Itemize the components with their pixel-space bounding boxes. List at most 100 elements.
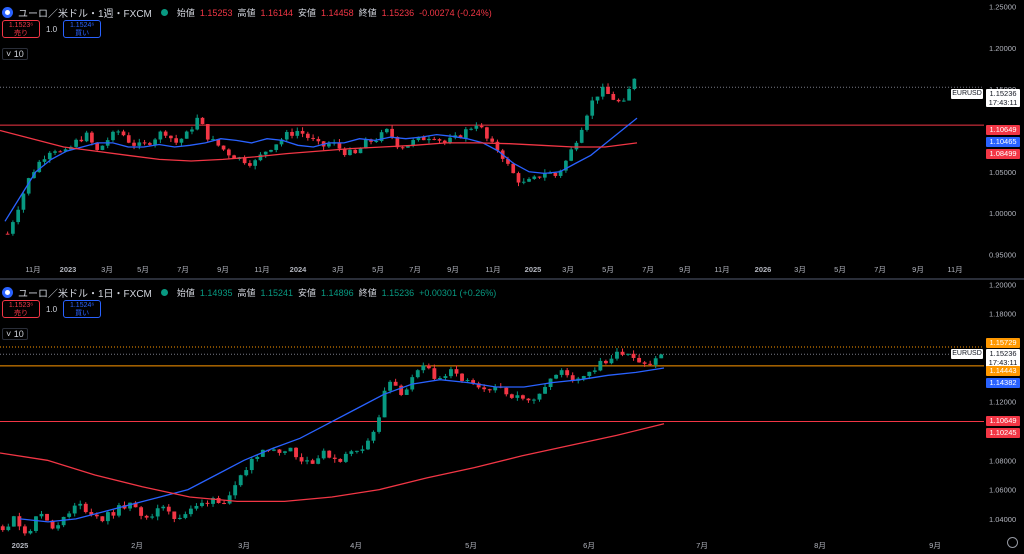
pane-divider[interactable] <box>0 278 1024 280</box>
candle-body <box>615 351 619 359</box>
current-price: 1.15236 <box>989 89 1017 98</box>
x-tick-label: 2024 <box>290 265 308 274</box>
candle-body <box>382 390 387 418</box>
daily-legend: ユーロ／米ドル・1日・FXCM 始値 1.14935 高値 1.15241 安値 1.… <box>2 285 496 300</box>
candle-body <box>520 395 525 399</box>
sell-button[interactable]: 1.1523⁶ 売り <box>2 300 40 318</box>
x-tick-label: 2025 <box>12 541 29 550</box>
x-tick-label: 9月 <box>679 265 691 274</box>
candle-body <box>169 135 173 139</box>
candle-body <box>39 513 44 517</box>
candle-body <box>537 393 542 400</box>
y-tick-label: 1.20000 <box>989 280 1016 289</box>
sell-button[interactable]: 1.1523⁶ 売り <box>2 20 40 38</box>
candle-body <box>479 125 484 128</box>
candle-body <box>449 369 453 377</box>
candle-body <box>144 515 149 518</box>
price-tag: 1.10245 <box>986 428 1020 438</box>
weekly-chart-pane[interactable]: 0.950001.000001.050001.100001.150001.200… <box>0 0 1024 278</box>
candle-body <box>227 495 232 504</box>
trade-panel: 1.1523⁶ 売り 1.0 1.1524⁶ 買い <box>2 300 102 318</box>
close-value: 1.15236 <box>381 287 415 298</box>
candle-body <box>400 147 405 149</box>
candle-body <box>609 358 614 364</box>
price-tag: 1.14382 <box>986 378 1020 388</box>
candle-body <box>83 503 88 513</box>
candle-body <box>5 233 10 235</box>
candle-body <box>354 450 359 452</box>
x-tick-label: 7月 <box>409 265 421 274</box>
weekly-legend: ユーロ／米ドル・1週・FXCM 始値 1.15253 高値 1.16144 安値 1.… <box>2 5 492 20</box>
settings-icon[interactable] <box>1007 537 1018 548</box>
candle-body <box>45 513 49 521</box>
x-tick-label: 5月 <box>602 265 614 274</box>
change-value: -0.00274 (-0.24%) <box>419 7 492 18</box>
symbol-title[interactable]: ユーロ／米ドル・1週・FXCM <box>18 9 152 20</box>
high-label: 高値 <box>237 288 256 298</box>
candle-body <box>163 131 168 136</box>
candle-body <box>343 453 348 462</box>
buy-price: 1.1524⁶ <box>69 22 95 29</box>
candle-body <box>311 137 315 139</box>
candle-body <box>166 506 171 512</box>
candle-body <box>598 360 603 371</box>
candle-body <box>249 458 254 471</box>
x-tick-label: 5月 <box>137 265 149 274</box>
sell-label: 売り <box>14 30 28 37</box>
weekly-chart-canvas[interactable]: 0.950001.000001.050001.100001.150001.200… <box>0 0 1024 278</box>
candle-body <box>559 370 564 375</box>
y-tick-label: 1.05000 <box>989 168 1016 177</box>
close-label: 終値 <box>358 8 377 18</box>
candle-body <box>100 145 105 150</box>
x-tick-label: 2023 <box>60 265 77 274</box>
candle-body <box>443 376 448 379</box>
spread: 1.0 <box>46 304 58 314</box>
candle-body <box>342 148 347 156</box>
market-status-icon <box>160 289 168 296</box>
candle-body <box>454 369 459 374</box>
x-tick-label: 9月 <box>217 265 229 274</box>
daily-chart-canvas[interactable]: 1.040001.060001.080001.100001.120001.140… <box>0 280 1024 554</box>
candle-body <box>111 131 115 141</box>
candle-body <box>84 132 89 142</box>
candle-body <box>111 512 116 516</box>
candle-body <box>26 178 31 194</box>
candle-body <box>128 502 132 509</box>
high-value: 1.15241 <box>260 287 294 298</box>
x-tick-label: 3月 <box>332 265 344 274</box>
candle-body <box>532 176 537 179</box>
candle-body <box>543 386 547 394</box>
candle-body <box>616 99 621 102</box>
x-tick-label: 3月 <box>794 265 806 274</box>
candle-body <box>448 137 452 143</box>
daily-chart-pane[interactable]: 1.040001.060001.080001.100001.120001.140… <box>0 280 1024 554</box>
candle-body <box>632 78 637 90</box>
close-value: 1.15236 <box>381 7 415 18</box>
candle-body <box>460 373 464 381</box>
symbol-title[interactable]: ユーロ／米ドル・1日・FXCM <box>18 289 152 300</box>
candle-body <box>337 142 342 149</box>
indicator-toggle[interactable]: ˅ 10 <box>2 48 28 60</box>
candle-body <box>94 514 99 517</box>
candle-body <box>432 368 437 379</box>
candle-body <box>511 163 516 174</box>
x-tick-label: 9月 <box>912 265 924 274</box>
candle-body <box>244 470 249 476</box>
buy-button[interactable]: 1.1524⁶ 買い <box>63 300 102 318</box>
x-tick-label: 5月 <box>465 541 477 550</box>
candle-body <box>150 516 155 518</box>
candle-body <box>463 129 468 139</box>
current-price: 1.15236 <box>989 349 1017 358</box>
y-tick-label: 1.04000 <box>989 515 1016 524</box>
candle-body <box>137 142 142 146</box>
candle-body <box>493 386 498 391</box>
spread: 1.0 <box>46 24 58 34</box>
candle-body <box>526 398 531 401</box>
indicator-toggle[interactable]: ˅ 10 <box>2 328 28 340</box>
candle-body <box>205 124 210 140</box>
candle-body <box>388 381 393 391</box>
indicator-count: 10 <box>13 49 24 59</box>
open-value: 1.15253 <box>199 7 233 18</box>
buy-button[interactable]: 1.1524⁶ 買い <box>63 20 102 38</box>
candle-body <box>238 475 243 486</box>
